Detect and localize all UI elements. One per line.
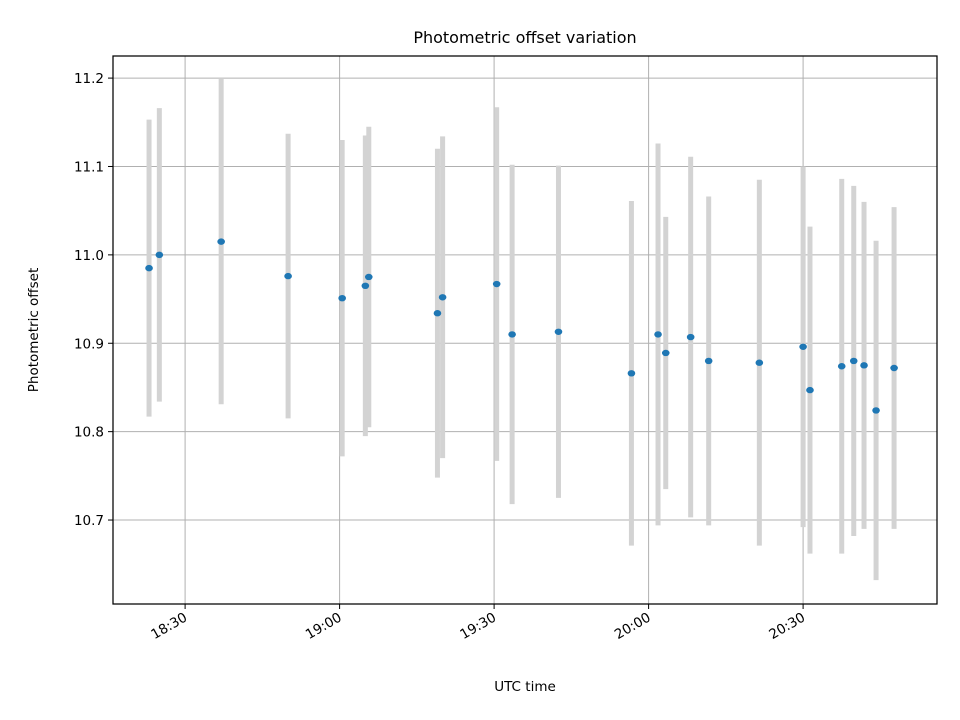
y-tick-label: 11.1 <box>74 159 104 175</box>
data-point <box>661 349 670 357</box>
data-point <box>217 238 225 245</box>
chart-title: Photometric offset variation <box>413 28 636 47</box>
data-point <box>654 331 662 338</box>
plot-area-frame <box>112 55 938 605</box>
grid-lines <box>113 56 937 604</box>
data-point <box>155 251 164 259</box>
y-tick-label: 10.9 <box>74 336 104 352</box>
data-point <box>284 272 292 280</box>
data-point <box>438 294 447 301</box>
data-point <box>849 357 858 365</box>
data-point <box>806 386 814 394</box>
y-tick-label: 11.2 <box>74 71 104 87</box>
data-points <box>145 238 898 414</box>
data-point <box>890 364 898 372</box>
data-point <box>364 273 373 281</box>
data-point <box>361 282 370 290</box>
data-point <box>837 363 846 370</box>
data-point <box>799 343 807 350</box>
data-point <box>860 362 868 369</box>
data-point <box>508 331 516 338</box>
data-point <box>433 310 442 317</box>
data-point <box>755 359 764 366</box>
y-tick-label: 11.0 <box>74 248 104 264</box>
y-tick-label: 10.8 <box>74 425 104 441</box>
x-axis-label: UTC time <box>494 679 556 695</box>
data-point <box>627 370 636 377</box>
data-point <box>872 407 880 414</box>
y-axis-label: Photometric offset <box>26 268 42 392</box>
data-point <box>686 333 695 341</box>
data-point <box>554 328 563 335</box>
y-tick-label: 10.7 <box>74 513 104 529</box>
y-axis-ticks: 10.7 10.8 10.9 11.0 11.1 11.2 <box>74 71 113 529</box>
data-point <box>338 294 346 302</box>
data-point <box>145 264 153 272</box>
data-point <box>704 357 713 365</box>
data-point <box>492 280 501 288</box>
